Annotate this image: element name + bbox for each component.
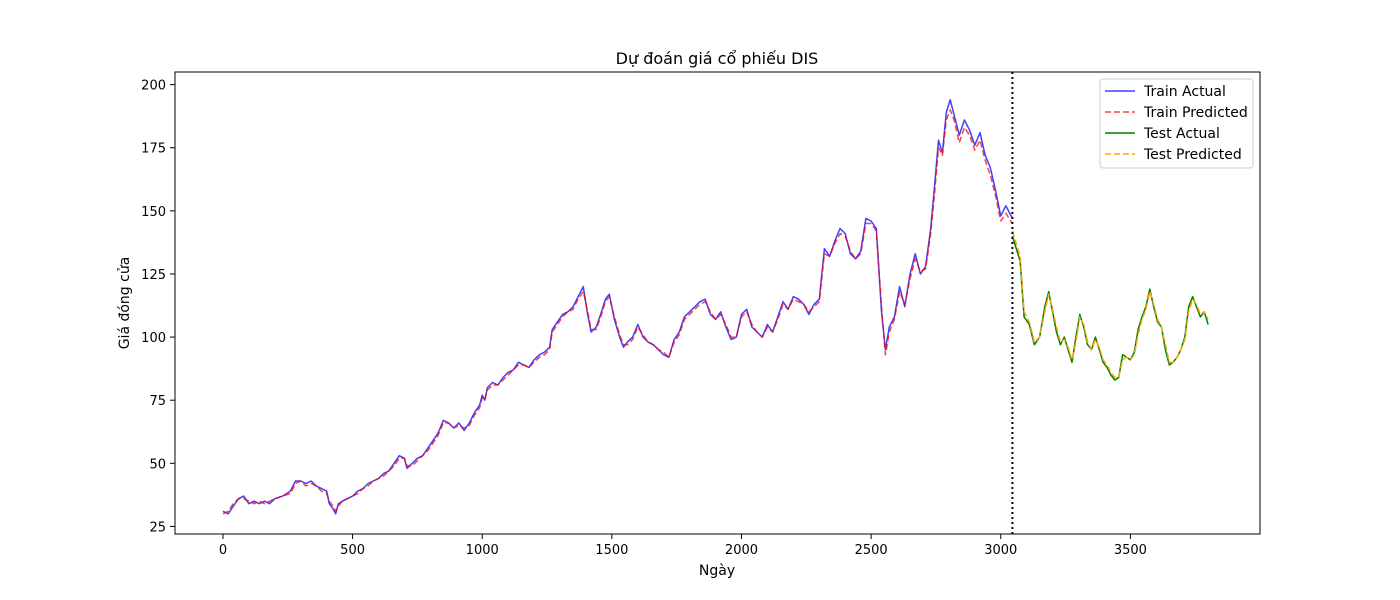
x-tick-label: 1500 bbox=[595, 543, 628, 558]
series-layer bbox=[222, 99, 1209, 515]
x-tick-label: 500 bbox=[340, 543, 365, 558]
y-tick-label: 25 bbox=[149, 520, 166, 535]
x-tick-label: 0 bbox=[219, 543, 227, 558]
legend-label: Train Predicted bbox=[1143, 105, 1248, 121]
series-line-test-predicted bbox=[1011, 230, 1209, 379]
x-tick-label: 2500 bbox=[855, 543, 888, 558]
chart-title: Dự đoán giá cổ phiếu DIS bbox=[616, 49, 819, 68]
legend-label: Train Actual bbox=[1143, 84, 1226, 100]
x-tick-label: 2000 bbox=[725, 543, 758, 558]
plot-frame bbox=[174, 71, 1261, 535]
series-line-train-predicted bbox=[222, 109, 1014, 515]
y-tick-label: 200 bbox=[141, 79, 166, 94]
x-axis: 0 500 1000 1500 2000 2500 3000 3500 bbox=[219, 534, 1147, 558]
legend-label: Test Predicted bbox=[1143, 147, 1242, 163]
y-tick-label: 150 bbox=[141, 205, 166, 220]
y-tick-label: 50 bbox=[149, 457, 166, 472]
y-tick-label: 175 bbox=[141, 142, 166, 157]
y-axis-title: Giá đóng cửa bbox=[117, 257, 133, 350]
y-tick-label: 100 bbox=[141, 331, 166, 346]
x-tick-label: 3500 bbox=[1114, 543, 1147, 558]
legend: Train Actual Train Predicted Test Actual Te… bbox=[1099, 78, 1254, 169]
y-tick-label: 125 bbox=[141, 268, 166, 283]
y-tick-label: 75 bbox=[149, 394, 166, 409]
x-axis-title: Ngày bbox=[699, 563, 735, 579]
x-tick-label: 3000 bbox=[984, 543, 1017, 558]
legend-box bbox=[1099, 78, 1254, 169]
series-line-train-actual bbox=[222, 99, 1014, 515]
y-axis: 25 50 75 100 125 150 175 200 bbox=[141, 79, 175, 535]
plot-background bbox=[175, 72, 1260, 534]
legend-label: Test Actual bbox=[1143, 126, 1220, 142]
x-tick-label: 1000 bbox=[466, 543, 499, 558]
